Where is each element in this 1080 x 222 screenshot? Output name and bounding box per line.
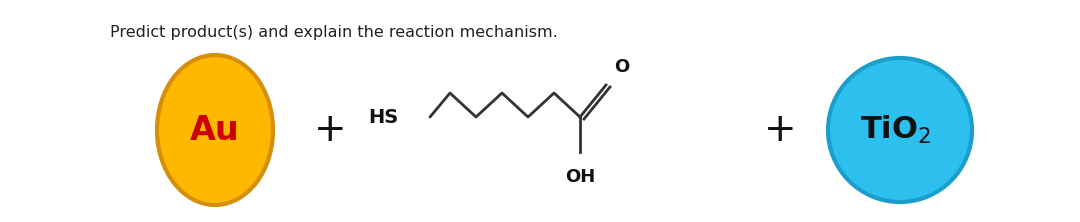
Text: Predict product(s) and explain the reaction mechanism.: Predict product(s) and explain the react… [110,25,557,40]
Text: +: + [764,111,796,149]
Text: Au: Au [190,113,240,147]
Text: OH: OH [565,168,595,186]
Text: O: O [615,58,630,76]
Text: HS: HS [368,107,399,127]
Text: TiO$_2$: TiO$_2$ [860,114,931,146]
Text: +: + [313,111,347,149]
Ellipse shape [157,55,273,205]
Ellipse shape [828,58,972,202]
